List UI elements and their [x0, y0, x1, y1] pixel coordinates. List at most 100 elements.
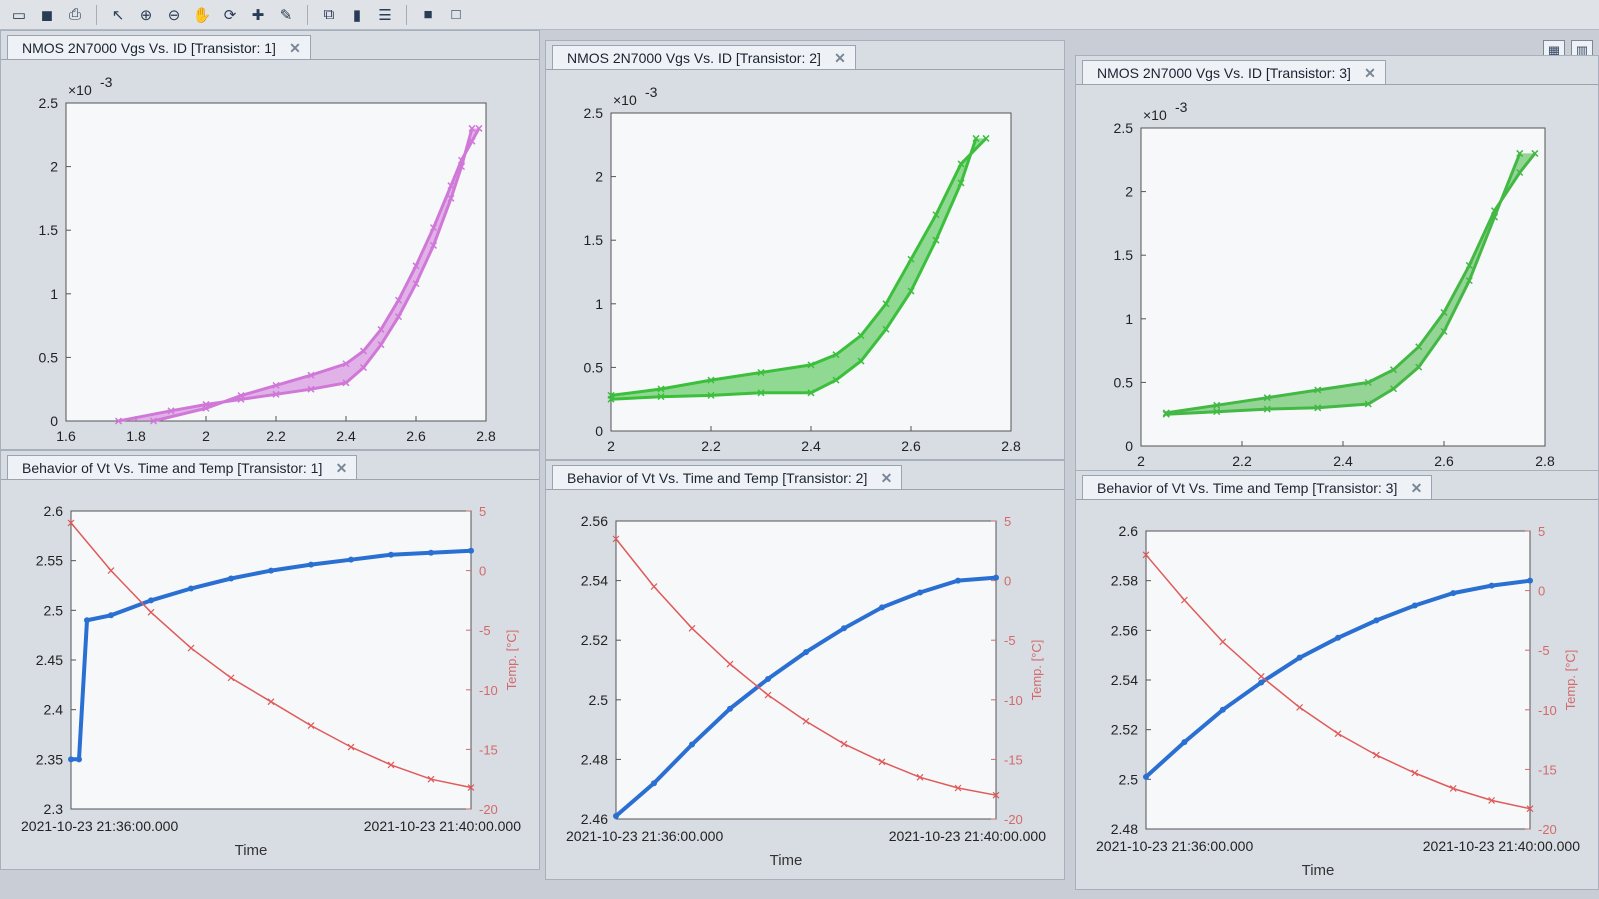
pointer-icon[interactable]: ↖: [111, 6, 125, 24]
x-tick-label: 1.6: [56, 428, 76, 444]
figure-tab[interactable]: Behavior of Vt Vs. Time and Temp [Transi…: [1082, 475, 1433, 500]
vt-data-point: [468, 547, 474, 554]
hide-axes-icon[interactable]: ■: [423, 6, 433, 23]
figure-tab[interactable]: Behavior of Vt Vs. Time and Temp [Transi…: [552, 465, 903, 490]
temp-data-point: [1411, 769, 1419, 777]
y-exponent-power: -3: [1175, 99, 1188, 115]
vt-data-point: [1181, 739, 1188, 746]
vt-data-point: [1143, 773, 1149, 780]
right-y-tick-label: -10: [1538, 703, 1557, 718]
vt-data-point: [188, 585, 194, 592]
iv-data-point: [607, 391, 615, 399]
y-tick-label: 2: [595, 169, 603, 185]
x-tick-label: 2: [607, 438, 615, 454]
close-icon[interactable]: ✕: [1410, 480, 1423, 496]
y-tick-label: 2.5: [39, 95, 59, 111]
print-icon[interactable]: ⎙: [68, 6, 81, 23]
temp-data-point: [840, 740, 848, 748]
temp-data-point: [1296, 703, 1304, 711]
vt-data-point: [879, 604, 885, 611]
left-y-tick-label: 2.3: [44, 801, 64, 817]
right-y-tick-label: -5: [479, 623, 491, 638]
plot-canvas[interactable]: 2.3 2.35 2.4 2.45 2.5 2.55 2.6 -20 -15 -10 -5 0 5 Tem…: [1, 481, 541, 871]
iv-data-point: [468, 137, 476, 145]
figure-tab-label: NMOS 2N7000 Vgs Vs. ID [Transistor: 1]: [22, 40, 276, 56]
left-y-tick-label: 2.46: [581, 811, 608, 827]
x-start-label: 2021-10-23 21:36:00.000: [21, 818, 178, 834]
x-tick-label: 2.2: [1232, 453, 1252, 469]
x-tick-label: 2.2: [701, 438, 721, 454]
y-exponent-label: ×10: [1143, 107, 1167, 123]
vt-data-point: [1488, 582, 1495, 589]
vt-data-point: [268, 567, 274, 574]
figure-tab[interactable]: NMOS 2N7000 Vgs Vs. ID [Transistor: 3] ✕: [1082, 60, 1386, 85]
iv-data-point: [447, 194, 455, 202]
plot-canvas[interactable]: 2 2.2 2.4 2.6 2.8 0 0.5 1 1.5 2 2.5 ×10 -3: [1076, 86, 1599, 476]
figure-panel: NMOS 2N7000 Vgs Vs. ID [Transistor: 3] ✕ 2…: [1075, 55, 1599, 475]
data-cursor-icon[interactable]: ✚: [251, 6, 265, 24]
iv-data-point: [394, 296, 403, 304]
link-plot-icon[interactable]: ⧉: [323, 6, 335, 23]
iv-data-point: [202, 404, 210, 412]
close-icon[interactable]: ✕: [335, 460, 348, 476]
iv-data-point: [272, 390, 280, 398]
temp-data-point: [1372, 751, 1380, 759]
right-y-axis-label: Temp. [°C]: [1029, 640, 1044, 701]
figure-tab[interactable]: NMOS 2N7000 Vgs Vs. ID [Transistor: 2] ✕: [552, 45, 856, 70]
left-y-tick-label: 2.45: [36, 652, 63, 668]
iv-data-point: [1516, 149, 1524, 157]
rotate-icon[interactable]: ⟳: [223, 6, 237, 24]
tab-bar-divider: [546, 489, 1064, 490]
vt-data-point: [1373, 617, 1380, 624]
legend-icon[interactable]: ☰: [378, 6, 392, 24]
vt-data-point: [803, 649, 809, 656]
pan-hand-icon[interactable]: ✋: [192, 6, 212, 24]
figure-tab[interactable]: NMOS 2N7000 Vgs Vs. ID [Transistor: 1] ✕: [7, 35, 311, 60]
iv-data-point: [377, 341, 385, 349]
vt-data-point: [765, 675, 771, 682]
right-y-tick-label: 0: [1538, 584, 1545, 599]
figure-panel: Behavior of Vt Vs. Time and Temp [Transi…: [1075, 470, 1599, 890]
x-tick-label: 2.6: [1434, 453, 1454, 469]
vt-data-point: [308, 561, 314, 568]
vt-data-point: [108, 612, 114, 619]
plot-canvas[interactable]: 1.6 1.8 2 2.2 2.4 2.6 2.8 0 0.5 1 1.5 2 2.5 ×10 -3: [1, 61, 541, 451]
plot-canvas[interactable]: 2 2.2 2.4 2.6 2.8 0 0.5 1 1.5 2 2.5 ×10 -3: [546, 71, 1066, 461]
figure-tab-label: Behavior of Vt Vs. Time and Temp [Transi…: [567, 470, 868, 486]
iv-data-point: [1415, 363, 1423, 371]
colorbar-icon[interactable]: ▮: [352, 6, 362, 24]
y-tick-label: 1: [50, 286, 58, 302]
tab-bar-divider: [546, 69, 1064, 70]
figure-tab-label: Behavior of Vt Vs. Time and Temp [Transi…: [1097, 480, 1398, 496]
vt-data-point: [76, 756, 82, 763]
vt-data-point: [1411, 602, 1418, 609]
vt-data-point: [917, 589, 923, 596]
zoom-in-icon[interactable]: ⊕: [139, 6, 153, 24]
y-tick-label: 1.5: [1114, 247, 1134, 263]
zoom-out-icon[interactable]: ⊖: [167, 6, 181, 24]
plot-canvas[interactable]: 2.46 2.48 2.5 2.52 2.54 2.56 -20 -15 -10 -5 0 5 Temp…: [546, 491, 1066, 881]
toolbar-separator: [96, 4, 97, 25]
iv-data-point: [429, 241, 438, 249]
open-folder-icon[interactable]: ▭: [11, 6, 27, 24]
y-tick-label: 1: [595, 296, 603, 312]
figure-tab[interactable]: Behavior of Vt Vs. Time and Temp [Transi…: [7, 455, 358, 480]
iv-data-point: [307, 385, 315, 393]
temp-data-point: [227, 674, 235, 682]
right-y-tick-label: -10: [1004, 693, 1023, 708]
brush-icon[interactable]: ✎: [279, 6, 293, 24]
save-icon[interactable]: ◼: [40, 6, 54, 24]
plot-canvas[interactable]: 2.48 2.5 2.52 2.54 2.56 2.58 2.6 -20 -15 -10 -5 0 5 T…: [1076, 501, 1599, 891]
iv-data-point: [957, 179, 965, 187]
close-icon[interactable]: ✕: [289, 40, 301, 56]
close-icon[interactable]: ✕: [1364, 65, 1376, 81]
x-tick-label: 1.8: [126, 428, 146, 444]
iv-series-line: [610, 137, 978, 401]
show-axes-icon[interactable]: □: [451, 6, 461, 23]
left-y-tick-label: 2.5: [44, 602, 64, 618]
close-icon[interactable]: ✕: [834, 50, 846, 66]
iv-data-point: [412, 262, 420, 270]
left-y-tick-label: 2.58: [1111, 573, 1138, 589]
close-icon[interactable]: ✕: [880, 470, 893, 486]
vt-data-point: [1296, 654, 1303, 661]
